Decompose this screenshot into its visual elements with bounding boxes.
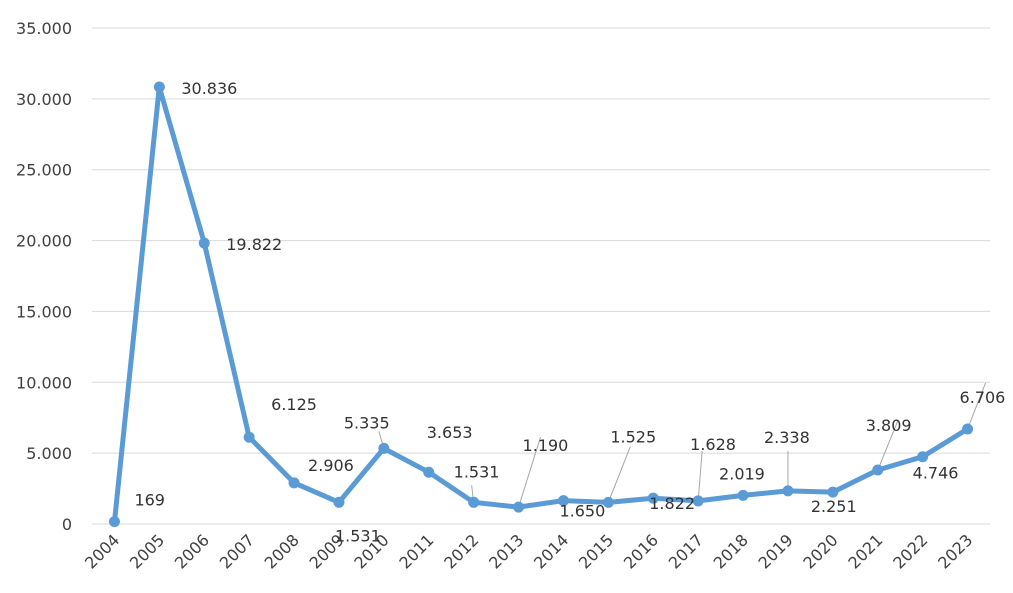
- x-tick-label: 2011: [395, 530, 437, 572]
- x-tick-label: 2015: [575, 530, 617, 572]
- gridlines: [92, 27, 990, 525]
- data-point-2012: [468, 496, 480, 508]
- x-tick-label: 2014: [530, 530, 572, 572]
- y-tick-label: 0: [62, 515, 72, 534]
- x-tick-label: 2017: [665, 530, 707, 572]
- x-tick-label: 2018: [710, 530, 752, 572]
- data-point-2014: [557, 495, 569, 507]
- data-points: [108, 81, 974, 528]
- data-label-2005: 30.836: [181, 79, 237, 98]
- data-point-2009: [333, 496, 345, 508]
- y-tick-label: 10.000: [16, 373, 72, 392]
- data-label-2012: 1.531: [454, 462, 500, 481]
- data-point-2020: [827, 486, 839, 498]
- data-label-2016: 1.822: [649, 494, 695, 513]
- data-point-2018: [737, 489, 749, 501]
- data-label-leader: [518, 436, 542, 508]
- data-label-2009: 1.531: [335, 526, 381, 545]
- data-point-2022: [917, 451, 929, 463]
- data-point-2019: [782, 485, 794, 497]
- data-point-2015: [602, 496, 614, 508]
- data-label-leader: [877, 420, 899, 471]
- data-label-2011: 3.653: [427, 423, 473, 442]
- series-line: [112, 84, 970, 525]
- x-tick-label: 2012: [440, 530, 482, 572]
- data-point-2016: [647, 492, 659, 504]
- x-tick-label: 2022: [889, 530, 931, 572]
- data-point-2006: [198, 237, 210, 249]
- data-point-2005: [153, 81, 165, 93]
- x-tick-label: 2021: [844, 530, 886, 572]
- x-tick-label: 2006: [171, 530, 213, 572]
- y-tick-label: 35.000: [16, 19, 72, 38]
- x-tick-label: 2019: [755, 530, 797, 572]
- data-label-2023: 6.706: [960, 388, 1006, 407]
- y-tick-label: 5.000: [26, 444, 72, 463]
- y-tick-label: 20.000: [16, 232, 72, 251]
- x-tick-label: 2020: [799, 530, 841, 572]
- data-label-leader: [967, 382, 987, 430]
- y-tick-label: 15.000: [16, 302, 72, 321]
- data-point-2010: [378, 442, 390, 454]
- x-tick-label: 2016: [620, 530, 662, 572]
- data-point-2021: [872, 464, 884, 476]
- x-tick-label: 2013: [485, 530, 527, 572]
- data-label-2017: 1.628: [690, 435, 736, 454]
- data-label-2008: 2.906: [308, 456, 354, 475]
- data-point-2023: [962, 423, 974, 435]
- x-tick-label: 2005: [126, 530, 168, 572]
- data-point-2004: [108, 516, 120, 528]
- data-label-2021: 3.809: [866, 416, 912, 435]
- data-label-2018: 2.019: [719, 464, 765, 483]
- data-label-2019: 2.338: [764, 428, 810, 447]
- x-tick-label: 2023: [934, 530, 976, 572]
- data-labels: 169 30.836 19.822 6.125 2.906 1.531 5.335 3.653…: [134, 79, 1005, 545]
- data-label-2007: 6.125: [271, 395, 317, 414]
- data-label-2020: 2.251: [811, 497, 857, 516]
- data-label-2004: 169: [134, 491, 165, 510]
- y-axis-tick-labels: 0 5.000 10.000 15.000 20.000 25.000 30.000 35.0…: [16, 19, 72, 534]
- data-point-2011: [423, 466, 435, 478]
- y-tick-label: 30.000: [16, 90, 72, 109]
- data-label-2013: 1.190: [523, 436, 569, 455]
- x-tick-label: 2008: [261, 530, 303, 572]
- x-axis-tick-labels: 2004 2005 2006 2007 2008 2009 2010 2011 2012 2013…: [81, 530, 976, 572]
- data-label-leader: [697, 450, 703, 501]
- x-tick-label: 2004: [81, 530, 123, 572]
- data-label-2006: 19.822: [226, 235, 282, 254]
- data-label-leaders: [378, 382, 987, 508]
- data-point-2013: [513, 501, 525, 513]
- data-label-2010: 5.335: [344, 413, 390, 432]
- data-label-2022: 4.746: [913, 464, 959, 483]
- data-point-2008: [288, 477, 300, 489]
- data-label-2014: 1.650: [559, 502, 605, 521]
- data-point-2007: [243, 431, 255, 443]
- series-line-group: [112, 84, 970, 525]
- data-point-2017: [692, 495, 704, 507]
- data-label-2015: 1.525: [610, 427, 656, 446]
- x-tick-label: 2007: [216, 530, 258, 572]
- y-tick-label: 25.000: [16, 161, 72, 180]
- data-label-leader: [607, 446, 631, 503]
